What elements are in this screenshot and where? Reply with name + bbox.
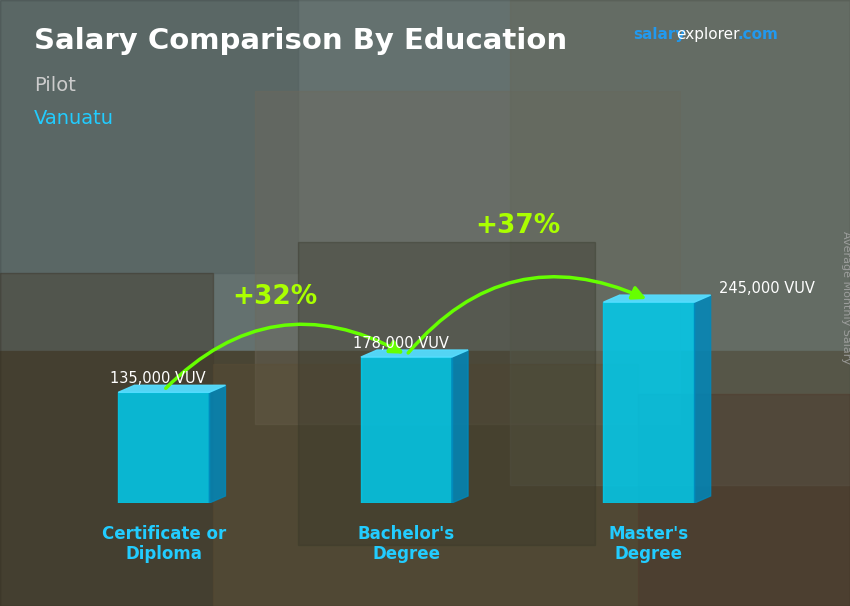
Text: .com: .com [738, 27, 779, 42]
Text: salary: salary [633, 27, 686, 42]
Polygon shape [118, 385, 225, 392]
Bar [0, 273, 212, 606]
Text: Pilot: Pilot [34, 76, 76, 95]
Text: +32%: +32% [232, 284, 318, 310]
Text: Average Monthly Salary: Average Monthly Salary [841, 231, 850, 364]
Bar [118, 392, 209, 503]
Polygon shape [361, 350, 468, 357]
Text: 178,000 VUV: 178,000 VUV [353, 336, 449, 351]
Text: Salary Comparison By Education: Salary Comparison By Education [34, 27, 567, 55]
Bar [0, 351, 850, 606]
Bar [298, 242, 595, 545]
Text: 245,000 VUV: 245,000 VUV [719, 281, 814, 296]
Bar [212, 364, 638, 606]
Bar [0, 0, 298, 273]
Polygon shape [452, 350, 468, 503]
Polygon shape [604, 295, 711, 302]
Text: +37%: +37% [475, 213, 560, 239]
Polygon shape [209, 385, 225, 503]
Text: 135,000 VUV: 135,000 VUV [110, 371, 206, 386]
Bar [0, 0, 850, 351]
Bar [510, 0, 850, 485]
Bar [361, 357, 452, 503]
Bar [604, 302, 694, 503]
Polygon shape [694, 295, 711, 503]
Bar [255, 91, 680, 424]
Text: Vanuatu: Vanuatu [34, 109, 114, 128]
Text: explorer: explorer [676, 27, 740, 42]
Bar [638, 394, 850, 606]
